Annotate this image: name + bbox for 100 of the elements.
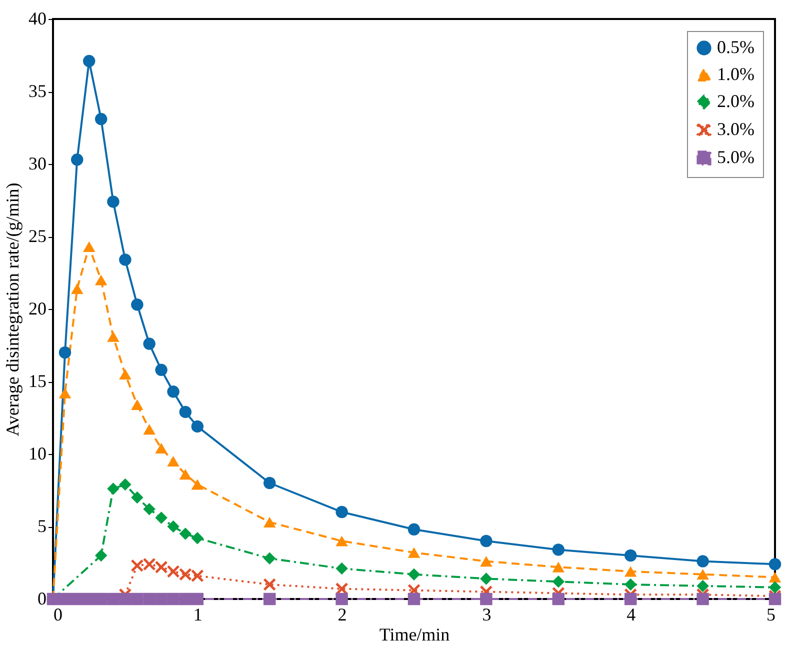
x-tick-label: 3: [482, 604, 492, 624]
point: [480, 534, 492, 548]
point: [131, 491, 144, 504]
x-tick-label: 0: [54, 604, 62, 624]
point: [143, 502, 156, 516]
point: [480, 592, 492, 606]
point: [131, 592, 144, 606]
point: [58, 346, 72, 359]
point: [119, 592, 132, 606]
point: [155, 592, 168, 606]
point: [107, 196, 120, 208]
point: [408, 592, 420, 606]
legend-label: 2.0%: [717, 91, 754, 111]
point: [696, 555, 709, 568]
x-tick-label: 1: [193, 604, 202, 624]
point: [179, 568, 192, 580]
point: [552, 562, 565, 572]
point: [167, 520, 180, 533]
legend-label: 1.0%: [717, 64, 754, 84]
point: [191, 532, 204, 544]
point: [119, 368, 132, 380]
x-tick-label: 2: [338, 604, 347, 624]
x-tick-label: 4: [626, 604, 636, 624]
point: [408, 547, 420, 558]
point: [263, 476, 276, 490]
point: [143, 592, 156, 606]
point: [155, 512, 168, 524]
y-tick-label: 40: [28, 8, 46, 28]
point: [82, 54, 96, 68]
point: [408, 523, 420, 536]
point: [624, 549, 637, 562]
point: [131, 399, 144, 410]
legend-label: 0.5%: [717, 37, 754, 57]
point: [107, 482, 120, 495]
point: [82, 592, 96, 606]
legend-label: 3.0%: [717, 119, 754, 139]
point: [167, 565, 180, 578]
point: [70, 592, 84, 606]
point: [179, 468, 192, 480]
point: [336, 592, 348, 606]
point: [408, 568, 420, 580]
point: [155, 560, 168, 574]
point: [191, 479, 204, 490]
y-tick-label: 20: [28, 298, 46, 318]
point: [143, 424, 156, 435]
point: [58, 592, 72, 606]
point: [696, 580, 709, 592]
point: [107, 331, 120, 342]
y-tick-label: 10: [28, 444, 46, 464]
point: [155, 442, 168, 454]
point: [167, 456, 180, 467]
point: [94, 592, 108, 606]
point: [624, 578, 637, 591]
point: [58, 388, 72, 398]
point: [336, 536, 348, 546]
point: [143, 338, 156, 350]
point: [179, 406, 192, 418]
x-tick-label: 5: [766, 604, 776, 624]
point: [263, 578, 276, 591]
point: [143, 558, 156, 570]
x-axis-title: Time/min: [379, 624, 450, 644]
point: [70, 154, 84, 166]
point: [263, 592, 276, 606]
point: [624, 592, 637, 606]
point: [768, 581, 782, 594]
point: [94, 274, 108, 286]
point: [768, 592, 782, 606]
point: [263, 516, 276, 528]
y-tick-label: 30: [28, 154, 46, 174]
y-axis-title: Average disintegration rate/(g/min): [2, 182, 22, 436]
point: [336, 506, 348, 518]
point: [191, 570, 204, 582]
point: [552, 575, 565, 588]
point: [552, 544, 565, 556]
point: [179, 592, 192, 606]
point: [768, 558, 782, 570]
point: [696, 569, 709, 580]
y-tick-label: 5: [38, 516, 46, 536]
legend-label: 5.0%: [717, 147, 754, 167]
point: [480, 556, 492, 567]
point: [94, 112, 108, 126]
point: [119, 254, 132, 266]
point: [167, 592, 180, 606]
point: [131, 560, 144, 572]
y-tick-label: 15: [28, 371, 46, 391]
y-tick-label: 0: [38, 588, 46, 608]
point: [336, 562, 348, 575]
point: [82, 241, 96, 252]
point: [131, 298, 144, 311]
point: [696, 592, 709, 606]
point: [263, 552, 276, 565]
point: [167, 386, 180, 398]
point: [191, 592, 204, 606]
point: [768, 572, 782, 583]
point: [624, 566, 637, 577]
point: [552, 592, 565, 606]
point: [480, 572, 492, 585]
point: [94, 549, 108, 562]
point: [179, 528, 192, 540]
point: [155, 364, 168, 376]
